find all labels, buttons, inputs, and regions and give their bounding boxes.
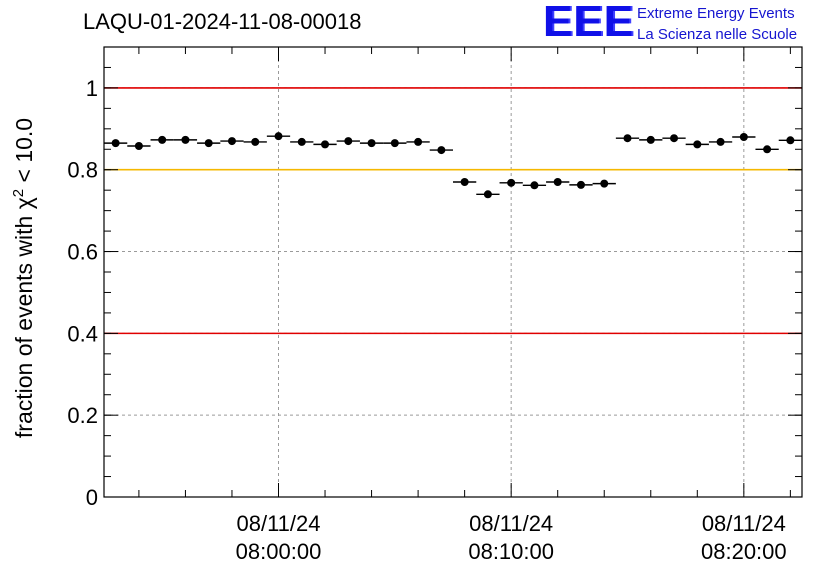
data-point bbox=[755, 145, 779, 154]
data-point bbox=[499, 178, 523, 187]
data-point-marker bbox=[297, 137, 306, 146]
y-tick-label: 0.2 bbox=[67, 403, 98, 428]
data-point bbox=[476, 190, 500, 199]
logo-text-line2: La Scienza nelle Scuole bbox=[637, 26, 798, 43]
data-point bbox=[406, 137, 430, 146]
plot-frame bbox=[103, 46, 803, 498]
data-point-marker bbox=[553, 178, 562, 186]
data-point bbox=[266, 132, 291, 141]
data-point-marker bbox=[670, 134, 679, 143]
data-point bbox=[778, 136, 802, 145]
data-point bbox=[336, 137, 360, 146]
y-tick-label: 0 bbox=[86, 485, 98, 510]
data-point-marker bbox=[763, 145, 772, 154]
y-tick-label: 0.4 bbox=[67, 321, 98, 346]
data-point-marker bbox=[414, 137, 423, 146]
data-point-marker bbox=[623, 134, 632, 143]
y-tick-label: 0.6 bbox=[67, 240, 98, 265]
logo-mark: EEE bbox=[543, 0, 635, 46]
data-point bbox=[243, 137, 267, 146]
reference-lines bbox=[104, 87, 802, 335]
data-point-marker bbox=[483, 190, 492, 199]
grid-lines bbox=[104, 47, 802, 497]
data-points bbox=[104, 132, 802, 199]
data-point-marker bbox=[460, 178, 469, 186]
data-point bbox=[639, 135, 663, 144]
x-tick-label-date: 08/11/24 bbox=[702, 511, 786, 536]
x-tick-label-time: 08:00:00 bbox=[236, 539, 322, 564]
data-point-marker bbox=[111, 139, 120, 148]
data-point bbox=[546, 178, 570, 186]
data-point bbox=[592, 179, 616, 188]
data-point-marker bbox=[437, 146, 446, 155]
y-tick-label: 0.8 bbox=[67, 158, 98, 183]
x-tick-label-date: 08/11/24 bbox=[236, 511, 320, 536]
data-point-marker bbox=[227, 137, 236, 146]
data-point-marker bbox=[134, 142, 143, 150]
data-point-marker bbox=[693, 140, 702, 149]
y-tick-labels: 0 0.2 0.4 0.6 0.8 1 bbox=[67, 76, 98, 510]
y-tick-label: 1 bbox=[86, 76, 98, 101]
data-point bbox=[197, 139, 221, 148]
chart-title: LAQU-01-2024-11-08-00018 bbox=[83, 9, 362, 34]
data-point-marker bbox=[530, 181, 539, 190]
data-point-marker bbox=[739, 133, 748, 141]
data-point bbox=[522, 181, 547, 190]
data-point bbox=[708, 137, 733, 146]
x-tick-label-time: 08:10:00 bbox=[468, 539, 554, 564]
data-point bbox=[220, 137, 244, 146]
data-point bbox=[429, 146, 453, 155]
logo-text-line1: Extreme Energy Events bbox=[637, 5, 795, 22]
data-point bbox=[453, 178, 477, 186]
data-point bbox=[290, 137, 314, 146]
data-point-marker bbox=[600, 179, 609, 188]
data-point-marker bbox=[786, 136, 795, 145]
data-point-marker bbox=[367, 139, 376, 148]
data-point bbox=[732, 133, 756, 141]
x-tick-label-time: 08:20:00 bbox=[701, 539, 787, 564]
data-point bbox=[615, 134, 640, 143]
x-tick-labels: 08/11/24 08:00:00 08/11/24 08:10:00 08/11/24… bbox=[236, 511, 787, 564]
data-point-marker bbox=[274, 132, 283, 141]
data-point bbox=[359, 139, 384, 148]
data-point-marker bbox=[158, 135, 167, 144]
data-point bbox=[313, 140, 337, 149]
data-point bbox=[150, 135, 174, 144]
data-point-marker bbox=[344, 137, 353, 146]
data-point-marker bbox=[251, 137, 260, 146]
data-point bbox=[127, 142, 151, 150]
data-point-marker bbox=[576, 180, 585, 189]
axis-ticks bbox=[104, 46, 802, 498]
data-point-marker bbox=[204, 139, 213, 148]
data-point bbox=[383, 139, 407, 148]
data-point bbox=[173, 135, 198, 144]
data-point bbox=[685, 140, 709, 149]
x-tick-label-date: 08/11/24 bbox=[469, 511, 553, 536]
data-point-marker bbox=[507, 178, 516, 187]
data-point-marker bbox=[716, 137, 725, 146]
data-point-marker bbox=[321, 140, 330, 149]
data-point bbox=[662, 134, 686, 143]
y-axis-label: fraction of events with χ2 < 10.0 bbox=[10, 118, 37, 438]
data-point-marker bbox=[181, 135, 190, 144]
eee-logo: EEE Extreme Energy Events La Scienza nel… bbox=[541, 0, 831, 46]
data-point-marker bbox=[646, 135, 655, 144]
data-point bbox=[104, 139, 128, 148]
data-point bbox=[569, 180, 593, 189]
data-point-marker bbox=[390, 139, 399, 148]
